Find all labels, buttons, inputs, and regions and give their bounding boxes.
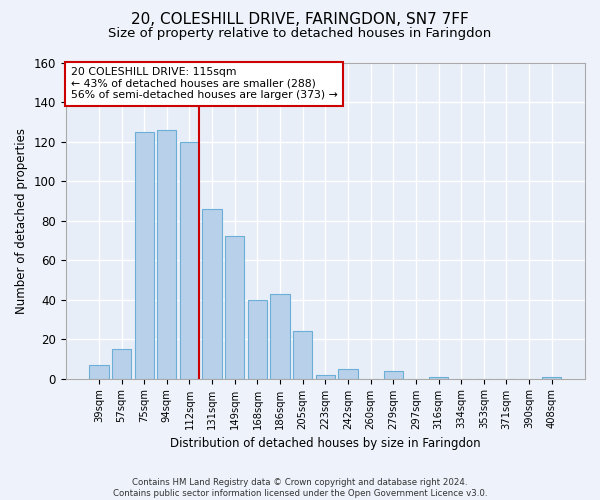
Bar <box>202 208 222 378</box>
Bar <box>293 331 313 378</box>
Bar <box>542 376 562 378</box>
Bar <box>429 376 448 378</box>
Bar <box>338 368 358 378</box>
Bar <box>89 364 109 378</box>
Bar <box>316 374 335 378</box>
Bar <box>157 130 176 378</box>
Y-axis label: Number of detached properties: Number of detached properties <box>15 128 28 314</box>
Bar <box>383 370 403 378</box>
Bar <box>112 349 131 378</box>
Text: 20, COLESHILL DRIVE, FARINGDON, SN7 7FF: 20, COLESHILL DRIVE, FARINGDON, SN7 7FF <box>131 12 469 28</box>
Bar <box>271 294 290 378</box>
Bar <box>180 142 199 378</box>
Bar <box>248 300 267 378</box>
Text: Contains HM Land Registry data © Crown copyright and database right 2024.
Contai: Contains HM Land Registry data © Crown c… <box>113 478 487 498</box>
Text: Size of property relative to detached houses in Faringdon: Size of property relative to detached ho… <box>109 28 491 40</box>
X-axis label: Distribution of detached houses by size in Faringdon: Distribution of detached houses by size … <box>170 437 481 450</box>
Text: 20 COLESHILL DRIVE: 115sqm
← 43% of detached houses are smaller (288)
56% of sem: 20 COLESHILL DRIVE: 115sqm ← 43% of deta… <box>71 67 338 100</box>
Bar <box>225 236 244 378</box>
Bar <box>134 132 154 378</box>
